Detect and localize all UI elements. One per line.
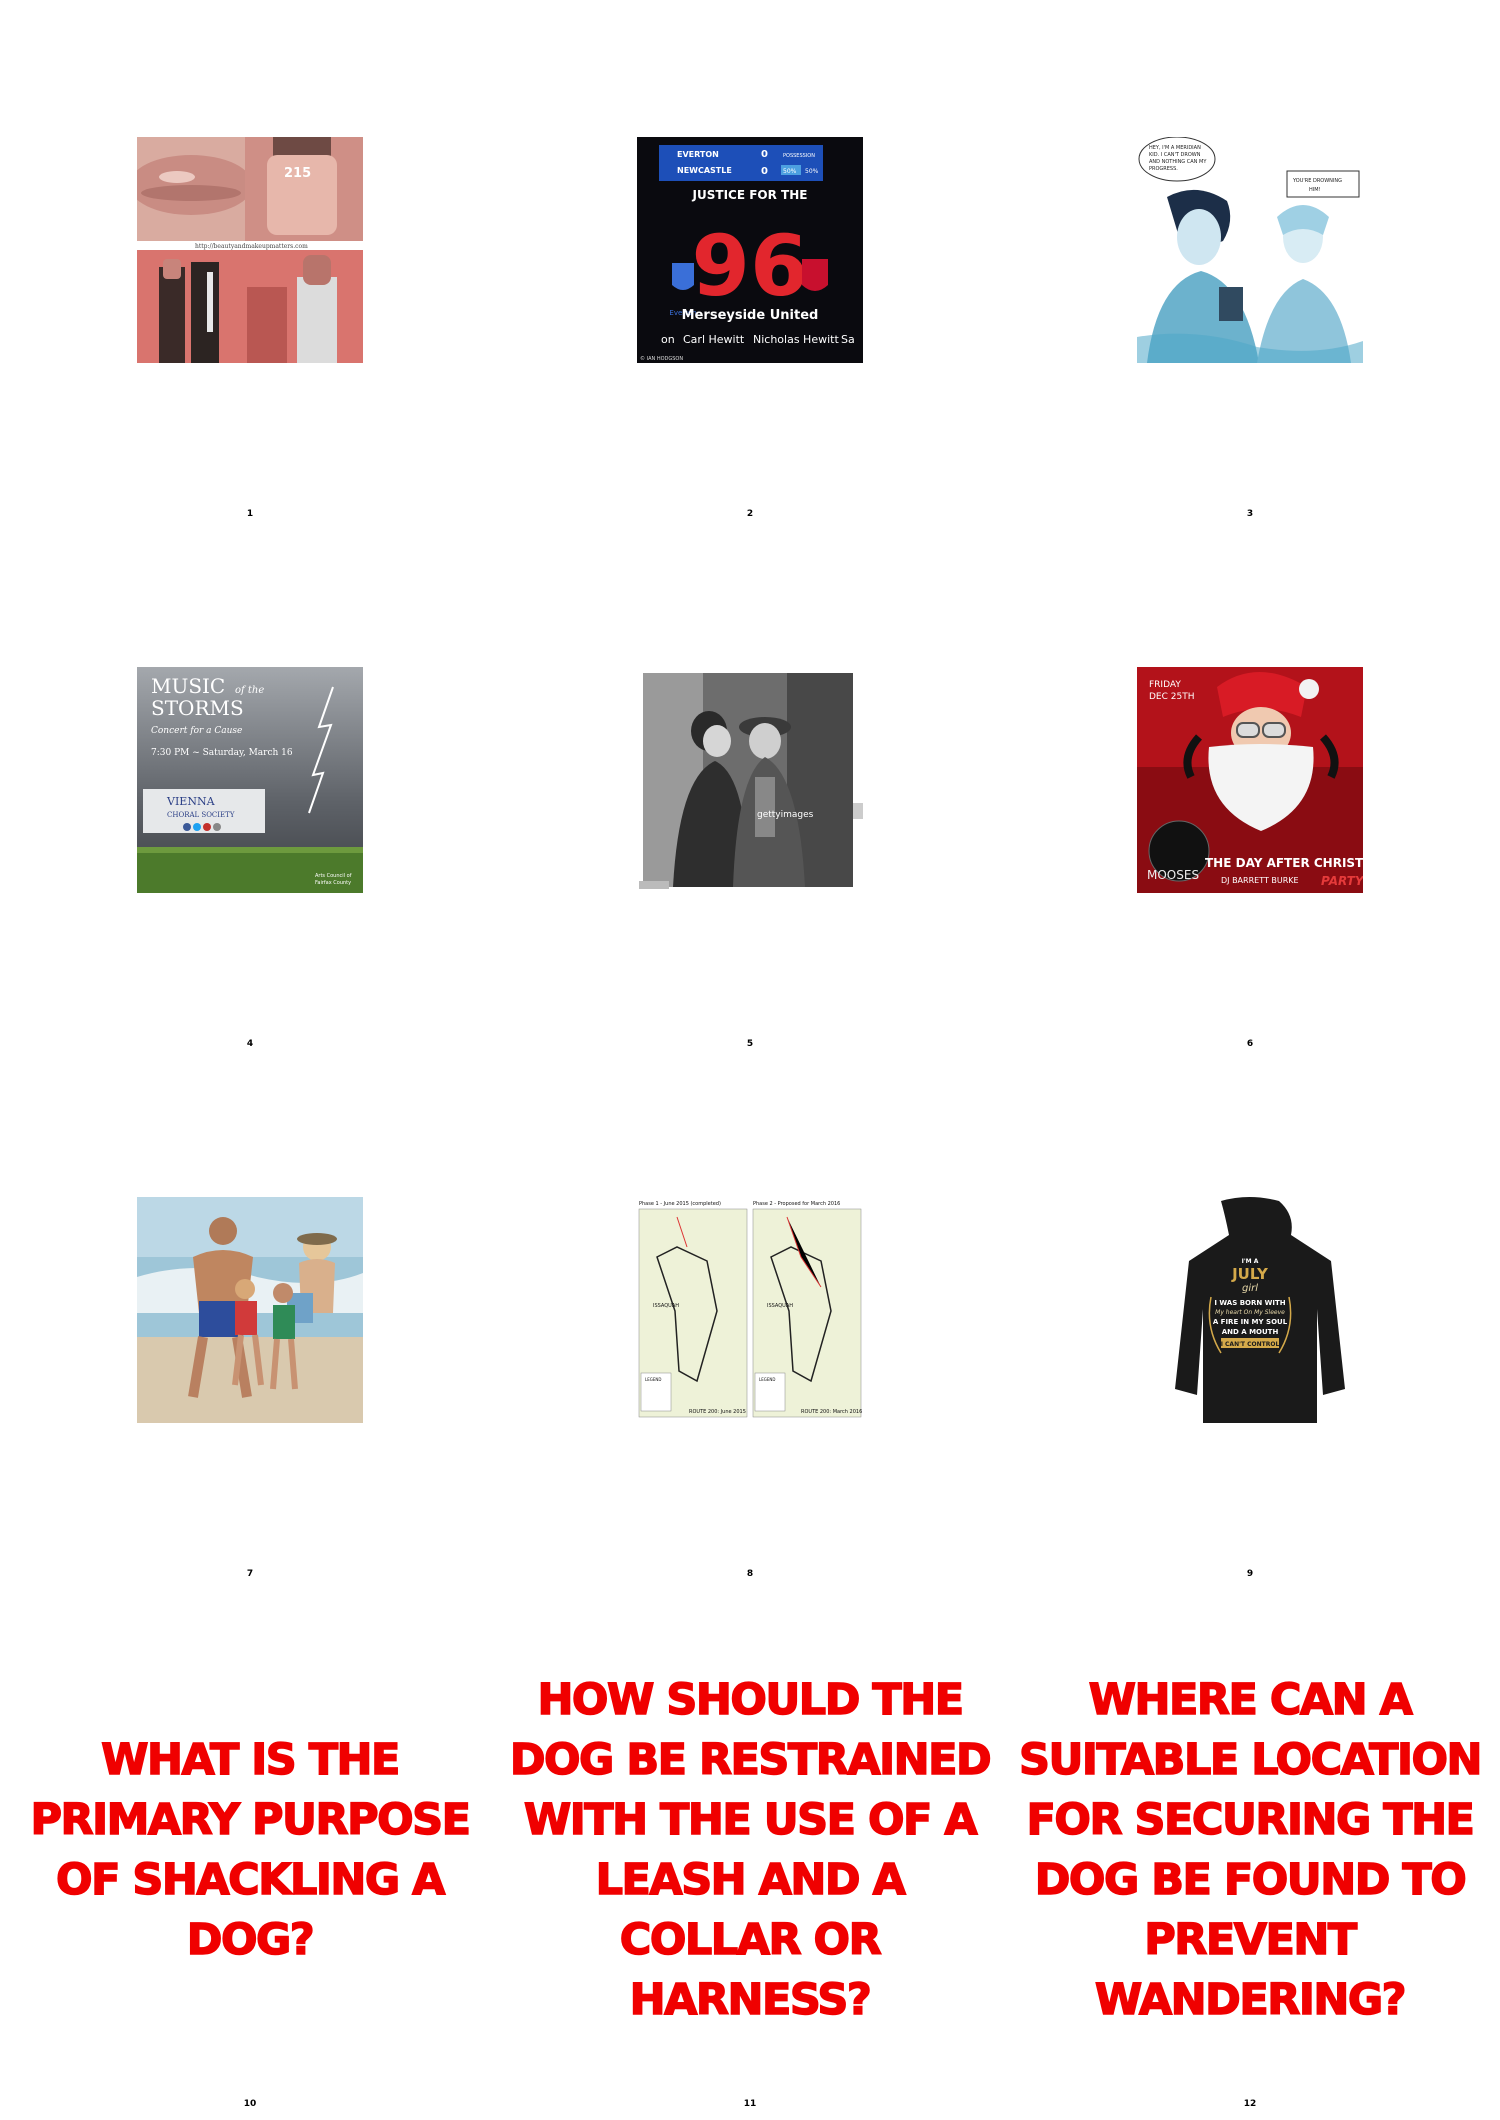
bubble-left-line-3: AND NOTHING CAN MY [1149, 159, 1207, 165]
bubble-right-line-1: YOU'RE DROWNING [1292, 178, 1342, 184]
arts-council-line-1: Arts Council of [315, 873, 352, 879]
phase-2-label: Phase 2 - Proposed for March 2016 [753, 1201, 840, 1207]
dj-name: DJ BARRETT BURKE [1221, 876, 1299, 885]
party-word: PARTY [1321, 874, 1363, 888]
away-team: NEWCASTLE [677, 166, 732, 175]
arts-council-line-2: Fairfax County [315, 880, 351, 886]
getty-watermark: gettyimages [757, 810, 814, 820]
phase-1-label: Phase 1 - June 2015 (completed) [639, 1201, 721, 1207]
poster-title-storms: STORMS [151, 696, 244, 720]
bubble-right-line-2: HIM! [1309, 187, 1321, 193]
hoodie-line-5: My heart On My Sleeve [1215, 1309, 1285, 1316]
poster-subtitle: Concert for a Cause [151, 726, 242, 736]
lipstick-collage-image: 215 http://beautyandmakeupmatters.com [137, 137, 363, 363]
org-name-vienna: VIENNA [166, 795, 216, 808]
hoodie-line-2: JULY [1231, 1265, 1269, 1283]
panel-number: 3 [1246, 509, 1254, 519]
film-still-image: gettyimages [637, 667, 863, 893]
panel-number: 9 [1246, 1569, 1254, 1579]
possession-home: 50% [783, 168, 797, 175]
event-title: THE DAY AFTER CHRISTMAS [1205, 856, 1363, 870]
photo-credit: © IAN HODGSON [640, 355, 683, 362]
concert-poster-image: MUSIC of the STORMS Concert for a Cause … [137, 667, 363, 893]
question-text: What is the primary purpose of shackling… [30, 1734, 472, 1966]
flyer-date-line-2: DEC 25TH [1149, 692, 1194, 702]
name-d: Sa [841, 333, 855, 346]
bubble-left-line-2: KID. I CAN'T DROWN [1149, 152, 1201, 158]
panel-1: 215 http://beautyandmakeupmatters.com 1 [0, 0, 500, 530]
possession-away: 50% [805, 168, 819, 175]
panel-number: 1 [246, 509, 254, 519]
hoodie-line-3: girl [1242, 1283, 1258, 1294]
hoodie-image: I'M A JULY girl I WAS BORN WITH My heart… [1137, 1197, 1363, 1423]
panel-number: 8 [746, 1569, 754, 1579]
beach-family-image [137, 1197, 363, 1423]
panel-12: Where can a suitable location for securi… [1000, 1590, 1500, 2120]
panel-number: 10 [243, 2099, 257, 2109]
panel-number: 4 [246, 1039, 254, 1049]
flyer-date-line-1: FRIDAY [1149, 680, 1181, 690]
name-c: Nicholas Hewitt [753, 333, 839, 346]
route-maps-image: Phase 1 - June 2015 (completed) Phase 2 … [637, 1197, 863, 1423]
legend-right: LEGEND [759, 1377, 775, 1382]
justice-headline: JUSTICE FOR THE [692, 188, 808, 202]
christmas-party-flyer-image: FRIDAY DEC 25TH MOOSES THE DAY AFTER CHR… [1137, 667, 1363, 893]
panel-3: HEY, I'M A MERIDIAN KID. I CAN'T DROWN A… [1000, 0, 1500, 530]
shade-number: 215 [284, 166, 311, 181]
scoreboard-image: EVERTON NEWCASTLE 0 0 POSSESSION 50% 50%… [637, 137, 863, 363]
panel-10: What is the primary purpose of shackling… [0, 1590, 500, 2120]
question-text: Where can a suitable location for securi… [1018, 1674, 1483, 2026]
org-name-choral: CHORAL SOCIETY [167, 811, 235, 819]
hoodie-line-1: I'M A [1242, 1258, 1259, 1265]
merseyside-united: Merseyside United [682, 308, 819, 323]
blog-url: http://beautyandmakeupmatters.com [195, 243, 308, 250]
name-b: Carl Hewitt [683, 333, 745, 346]
panel-6: FRIDAY DEC 25TH MOOSES THE DAY AFTER CHR… [1000, 530, 1500, 1060]
big-number: 96 [692, 217, 809, 315]
possession-label: POSSESSION [783, 153, 815, 159]
poster-date-time: 7:30 PM ~ Saturday, March 16 [151, 748, 293, 758]
panel-number: 7 [246, 1569, 254, 1579]
panel-number: 6 [1246, 1039, 1254, 1049]
panel-4: MUSIC of the STORMS Concert for a Cause … [0, 530, 500, 1060]
panel-7: 7 [0, 1060, 500, 1590]
map-town-left: ISSAQUAH [653, 1303, 679, 1309]
away-score: 0 [761, 166, 768, 177]
panel-2: EVERTON NEWCASTLE 0 0 POSSESSION 50% 50%… [500, 0, 1000, 530]
hoodie-line-6: A FIRE IN MY SOUL [1213, 1318, 1288, 1326]
home-team: EVERTON [677, 150, 719, 159]
route-label-left: ROUTE 200: June 2015 [689, 1409, 746, 1415]
panel-number: 12 [1243, 2099, 1257, 2109]
question-text: How should the dog be restrained with th… [509, 1674, 992, 2026]
club-left-name: Everton [669, 309, 696, 317]
panel-5: gettyimages 5 [500, 530, 1000, 1060]
panel-9: I'M A JULY girl I WAS BORN WITH My heart… [1000, 1060, 1500, 1590]
legend-left: LEGEND [645, 1377, 661, 1382]
poster-title-of-the: of the [235, 685, 264, 696]
bubble-left-line-1: HEY, I'M A MERIDIAN [1149, 145, 1201, 151]
hoodie-line-4: I WAS BORN WITH [1214, 1299, 1285, 1307]
name-a: on [661, 333, 675, 346]
hoodie-line-7: AND A MOUTH [1222, 1328, 1279, 1336]
venue-name: MOOSES [1147, 868, 1199, 882]
hoodie-line-8: I CAN'T CONTROL [1221, 1341, 1280, 1348]
bubble-left-line-4: PROGRESS. [1149, 166, 1178, 172]
home-score: 0 [761, 149, 768, 160]
panel-8: Phase 1 - June 2015 (completed) Phase 2 … [500, 1060, 1000, 1590]
route-label-right: ROUTE 200: March 2016 [801, 1409, 862, 1415]
panel-number: 2 [746, 509, 754, 519]
poster-title-music: MUSIC [151, 674, 225, 698]
map-town-right: ISSAQUAH [767, 1303, 793, 1309]
panel-number: 5 [746, 1039, 754, 1049]
comic-drawing-image: HEY, I'M A MERIDIAN KID. I CAN'T DROWN A… [1137, 137, 1363, 363]
panel-11: How should the dog be restrained with th… [500, 1590, 1000, 2120]
panel-number: 11 [743, 2099, 757, 2109]
